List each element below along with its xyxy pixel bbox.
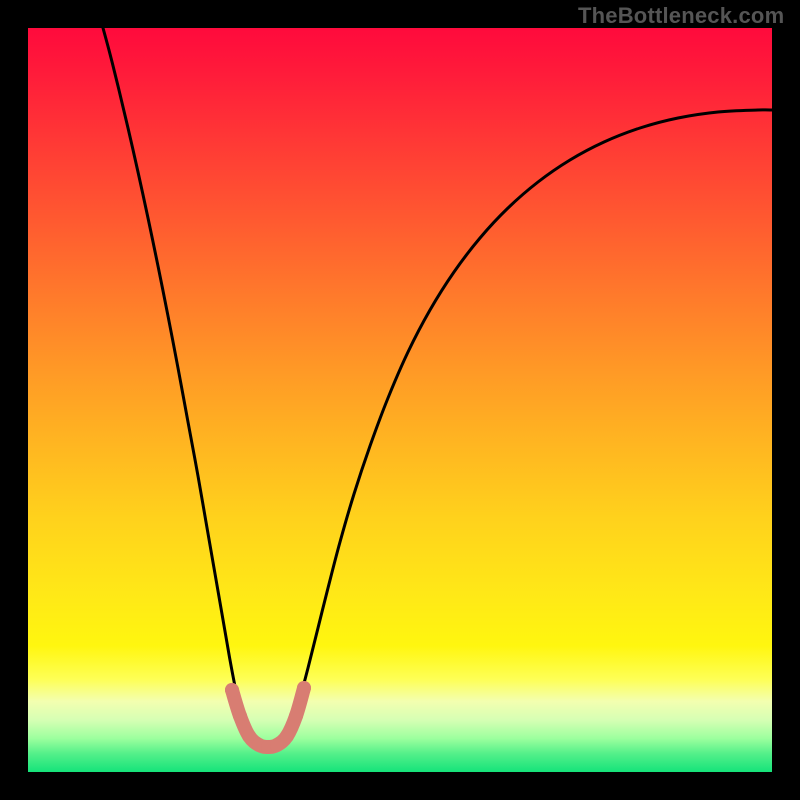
trough-marker-dot xyxy=(280,729,294,743)
trough-marker-dot xyxy=(225,683,239,697)
chart-background xyxy=(28,28,772,772)
trough-marker-dot xyxy=(233,709,247,723)
watermark-text: TheBottleneck.com xyxy=(578,3,784,29)
bottleneck-curve-chart xyxy=(28,28,772,772)
trough-marker-dot xyxy=(289,709,303,723)
trough-marker-dot xyxy=(297,681,311,695)
